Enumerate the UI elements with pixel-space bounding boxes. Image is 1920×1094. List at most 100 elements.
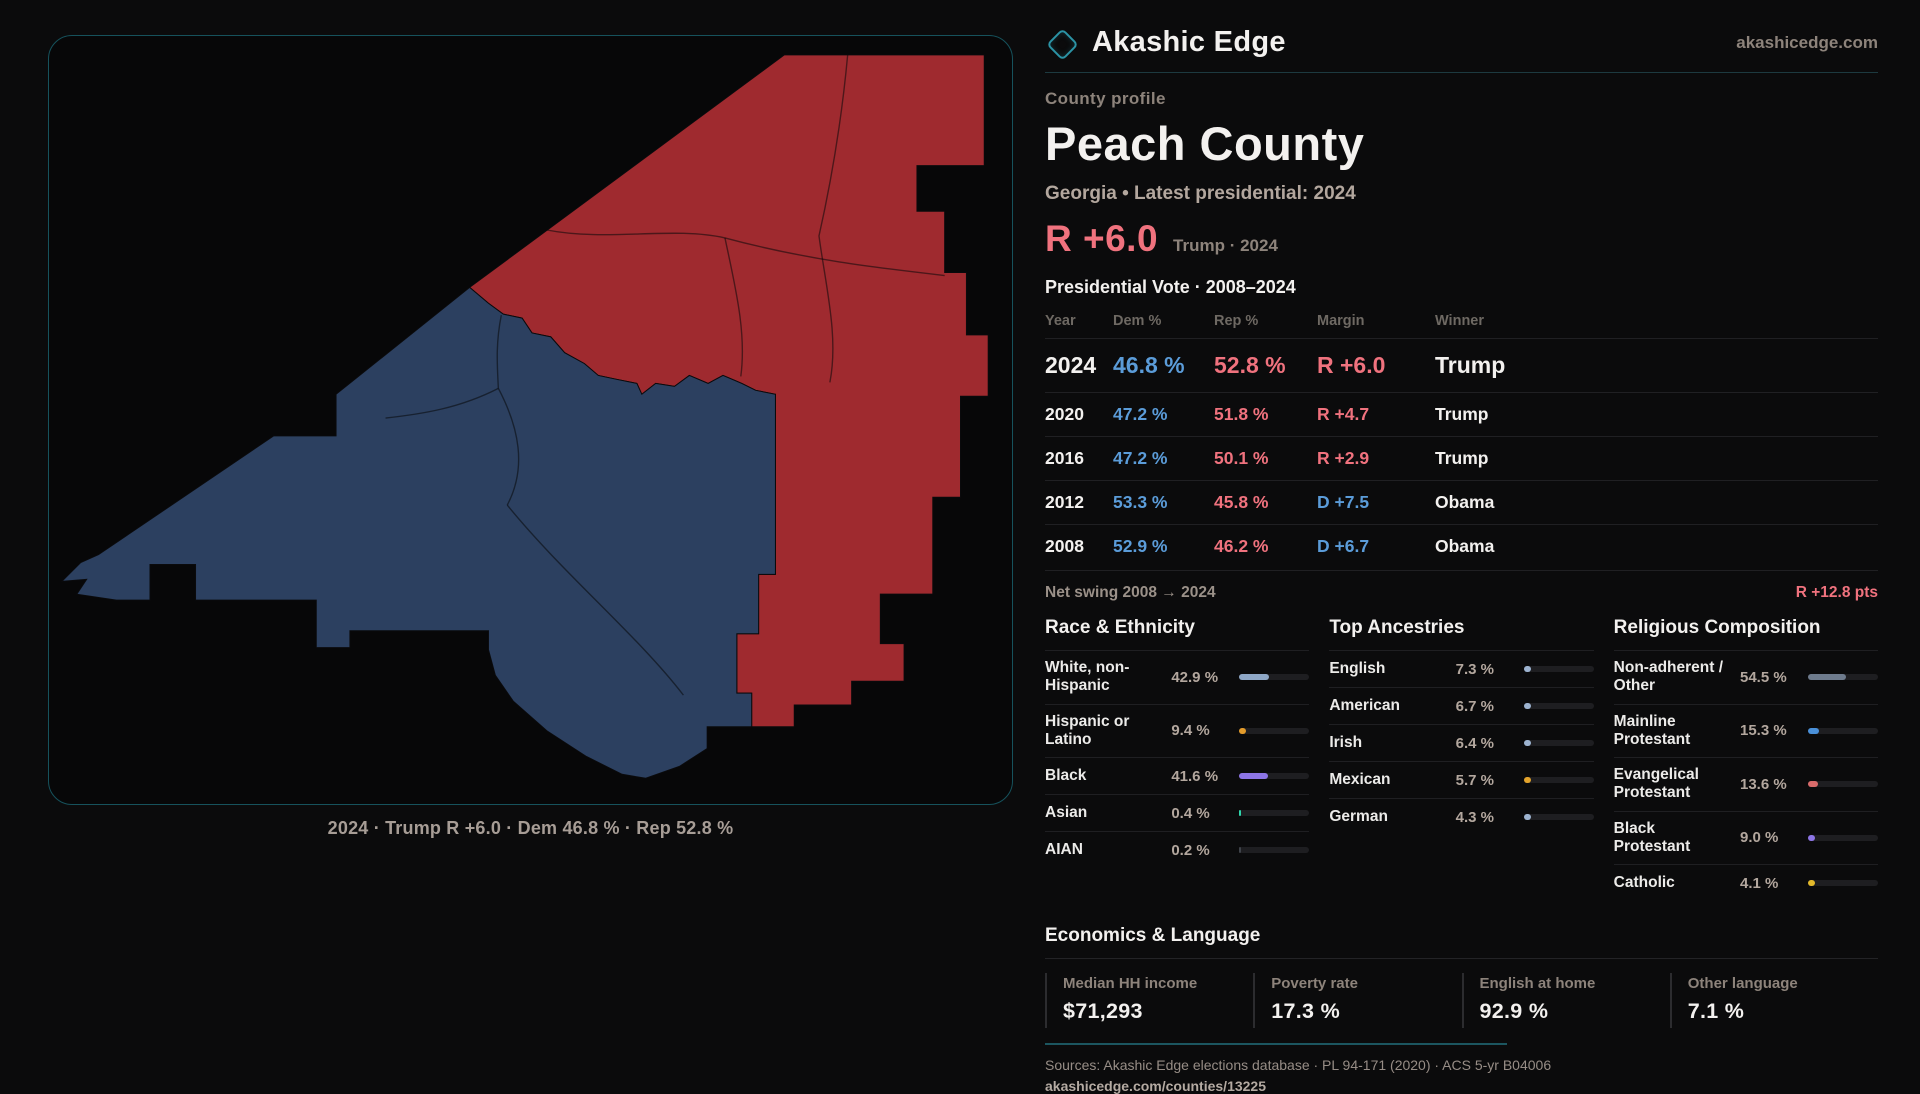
winner-cell: Obama xyxy=(1435,536,1495,556)
year-cell: 2020 xyxy=(1045,404,1084,424)
demo-column: Top Ancestries English 7.3 % American 6.… xyxy=(1329,617,1594,835)
net-swing-value: R +12.8 pts xyxy=(1795,584,1878,601)
demo-bar-fill xyxy=(1808,880,1815,887)
demo-bar-fill xyxy=(1239,773,1269,780)
table-row: 2008 52.9 % 46.2 % D +6.7 Obama xyxy=(1045,524,1878,568)
demo-value: 6.4 % xyxy=(1455,734,1495,752)
demo-value: 0.2 % xyxy=(1171,841,1210,859)
column-header: Year xyxy=(1045,313,1076,329)
demo-bar-track xyxy=(1808,834,1878,841)
county-title: Peach County xyxy=(1045,117,1365,170)
demo-bar-fill xyxy=(1808,727,1819,734)
demo-value: 0.4 % xyxy=(1171,804,1210,822)
economics-section: Economics & Language Median HH income $7… xyxy=(1045,925,1878,1046)
demo-label: Irish xyxy=(1329,733,1363,751)
site-link[interactable]: akashicedge.com xyxy=(1736,32,1878,52)
brand-diamond-icon xyxy=(1046,28,1079,61)
stat-tile: Median HH income $71,293 xyxy=(1045,973,1253,1029)
stat-value: 92.9 % xyxy=(1479,999,1549,1024)
dem-cell: 52.9 % xyxy=(1113,536,1168,556)
economics-divider xyxy=(1045,958,1878,960)
year-cell: 2012 xyxy=(1045,492,1084,512)
demo-bar-track xyxy=(1808,727,1878,734)
stat-tile: Other language 7.1 % xyxy=(1669,973,1878,1029)
rep-cell: 50.1 % xyxy=(1214,448,1269,468)
demo-bar-track xyxy=(1808,674,1878,681)
demo-row: Mainline Protestant 15.3 % xyxy=(1613,703,1878,758)
demo-bar-track xyxy=(1523,740,1594,746)
dem-region[interactable] xyxy=(60,286,776,779)
demographics-section: Race & Ethnicity White, non-Hispanic 42.… xyxy=(1045,617,1878,901)
economics-title: Economics & Language xyxy=(1045,925,1261,947)
demo-value: 54.5 % xyxy=(1740,668,1787,686)
margin-cell: R +4.7 xyxy=(1317,404,1370,424)
demo-row: White, non-Hispanic 42.9 % xyxy=(1045,650,1310,704)
demo-bar-fill xyxy=(1239,727,1247,734)
dem-cell: 47.2 % xyxy=(1113,448,1168,468)
year-cell: 2024 xyxy=(1045,352,1097,378)
header-divider xyxy=(1045,72,1878,73)
demo-row: Evangelical Protestant 13.6 % xyxy=(1613,757,1878,811)
table-row: 2024 46.8 % 52.8 % R +6.0 Trump xyxy=(1045,338,1878,392)
table-row: 2020 47.2 % 51.8 % R +4.7 Trump xyxy=(1045,392,1878,436)
demo-bar-track xyxy=(1808,781,1878,788)
dem-cell: 53.3 % xyxy=(1113,492,1168,512)
demo-bar-track xyxy=(1523,814,1594,820)
demo-label: Non-adherent / Other xyxy=(1613,659,1724,695)
demo-row: Catholic 4.1 % xyxy=(1613,864,1878,901)
margin-cell: D +6.7 xyxy=(1317,536,1370,556)
demo-row: AIAN 0.2 % xyxy=(1045,831,1310,868)
margin-cell: R +2.9 xyxy=(1317,448,1370,468)
demo-value: 7.3 % xyxy=(1455,660,1495,678)
demo-bar-fill xyxy=(1239,810,1242,817)
demo-label: Evangelical Protestant xyxy=(1613,766,1699,802)
demo-row: Black Protestant 9.0 % xyxy=(1613,810,1878,865)
demo-value: 5.7 % xyxy=(1455,771,1495,789)
brand-name[interactable]: Akashic Edge xyxy=(1092,26,1286,58)
demo-value: 13.6 % xyxy=(1740,775,1787,793)
latest-margin-row: R +6.0 Trump · 2024 xyxy=(1045,218,1878,260)
demo-label: Mainline Protestant xyxy=(1613,712,1691,748)
demo-row: Black 41.6 % xyxy=(1045,757,1310,794)
demo-bar-track xyxy=(1239,674,1310,681)
demo-bar-fill xyxy=(1808,781,1818,788)
demo-value: 42.9 % xyxy=(1171,668,1219,686)
demo-bar-fill xyxy=(1523,666,1531,672)
demo-label: Mexican xyxy=(1329,770,1391,788)
winner-cell: Trump xyxy=(1435,448,1489,468)
demo-bar-track xyxy=(1239,810,1310,817)
demo-row: English 7.3 % xyxy=(1329,650,1594,687)
vote-table-title: Presidential Vote · 2008–2024 xyxy=(1045,277,1296,297)
demo-bar-track xyxy=(1808,880,1878,887)
demo-bar-track xyxy=(1523,777,1594,783)
tract-boundaries xyxy=(385,54,945,696)
demo-row: Asian 0.4 % xyxy=(1045,794,1310,831)
profile-url[interactable]: akashicedge.com/counties/13225 xyxy=(1045,1078,1266,1094)
dem-cell: 47.2 % xyxy=(1113,404,1168,424)
map-panel xyxy=(48,35,1013,805)
margin-cell: R +6.0 xyxy=(1317,352,1386,378)
winner-cell: Obama xyxy=(1435,492,1495,512)
brand-row: Akashic Edge akashicedge.com xyxy=(1045,26,1878,61)
demo-label: Asian xyxy=(1045,803,1088,821)
demo-label: Black xyxy=(1045,766,1087,784)
demo-bar-fill xyxy=(1523,740,1531,746)
demo-bar-track xyxy=(1239,727,1310,734)
demo-column: Race & Ethnicity White, non-Hispanic 42.… xyxy=(1045,617,1310,868)
latest-margin-note: Trump · 2024 xyxy=(1173,236,1278,255)
column-header: Winner xyxy=(1435,313,1485,329)
demo-column-title: Top Ancestries xyxy=(1329,617,1465,638)
county-subtitle: Georgia • Latest presidential: 2024 xyxy=(1045,183,1356,204)
county-kicker: County profile xyxy=(1045,89,1166,108)
stat-label: Poverty rate xyxy=(1271,975,1358,993)
demo-label: German xyxy=(1329,807,1388,825)
demo-bar-fill xyxy=(1523,703,1531,709)
vote-table-header: Year Dem % Rep % Margin Winner xyxy=(1045,307,1878,338)
demo-label: American xyxy=(1329,696,1400,714)
demo-bar-track xyxy=(1239,773,1310,780)
column-header: Dem % xyxy=(1113,313,1162,329)
winner-cell: Trump xyxy=(1435,404,1489,424)
stat-tile: Poverty rate 17.3 % xyxy=(1253,973,1461,1029)
demo-value: 41.6 % xyxy=(1171,767,1219,785)
